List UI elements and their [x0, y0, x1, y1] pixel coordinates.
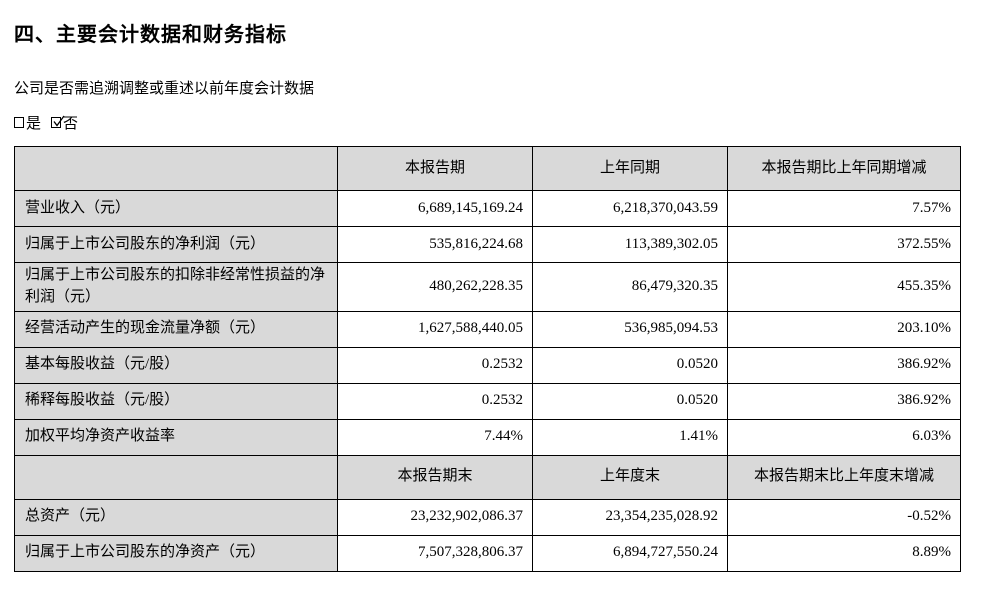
row-label: 基本每股收益（元/股）	[14, 346, 338, 384]
table-row-diluted-eps: 稀释每股收益（元/股） 0.2532 0.0520 386.92%	[14, 382, 961, 420]
change-value: 8.89%	[727, 534, 961, 572]
change-value: 372.55%	[727, 226, 961, 263]
header-period-change: 本报告期比上年同期增减	[727, 146, 961, 191]
date-header-row: 本报告期末 上年度末 本报告期末比上年度末增减	[14, 454, 961, 500]
header-year-end-change: 本报告期末比上年度末增减	[727, 454, 961, 500]
prior-value: 6,218,370,043.59	[532, 190, 728, 227]
change-value: -0.52%	[727, 498, 961, 536]
prior-value: 536,985,094.53	[532, 310, 728, 348]
option-no-label: 否	[63, 116, 79, 132]
restatement-answer: 是 否	[14, 112, 968, 133]
change-value: 6.03%	[727, 418, 961, 456]
section-title: 四、主要会计数据和财务指标	[14, 24, 287, 46]
row-label: 加权平均净资产收益率	[14, 418, 338, 456]
row-label: 经营活动产生的现金流量净额（元）	[14, 310, 338, 348]
table-row-total-assets: 总资产（元） 23,232,902,086.37 23,354,235,028.…	[14, 498, 961, 536]
financial-indicators-table: 本报告期 上年同期 本报告期比上年同期增减 营业收入（元） 6,689,145,…	[14, 146, 961, 572]
table-row-revenue: 营业收入（元） 6,689,145,169.24 6,218,370,043.5…	[14, 190, 961, 227]
current-value: 1,627,588,440.05	[337, 310, 533, 348]
prior-value: 0.0520	[532, 346, 728, 384]
change-value: 455.35%	[727, 262, 961, 312]
current-value: 7,507,328,806.37	[337, 534, 533, 572]
option-yes-label: 是	[26, 116, 42, 132]
header-period-end: 本报告期末	[337, 454, 533, 500]
table-row-operating-cash-flow: 经营活动产生的现金流量净额（元） 1,627,588,440.05 536,98…	[14, 310, 961, 348]
checkbox-unchecked-icon	[14, 117, 24, 128]
header-prior-year-end: 上年度末	[532, 454, 728, 500]
current-value: 0.2532	[337, 382, 533, 420]
prior-value: 23,354,235,028.92	[532, 498, 728, 536]
option-yes: 是	[14, 112, 41, 133]
header-blank-cell	[14, 454, 338, 500]
current-value: 480,262,228.35	[337, 262, 533, 312]
header-current-period: 本报告期	[337, 146, 533, 191]
restatement-question: 公司是否需追溯调整或重述以前年度会计数据	[14, 81, 315, 97]
table-row-basic-eps: 基本每股收益（元/股） 0.2532 0.0520 386.92%	[14, 346, 961, 384]
row-label: 营业收入（元）	[14, 190, 338, 227]
change-value: 386.92%	[727, 346, 961, 384]
prior-value: 0.0520	[532, 382, 728, 420]
table-row-weighted-roe: 加权平均净资产收益率 7.44% 1.41% 6.03%	[14, 418, 961, 456]
current-value: 7.44%	[337, 418, 533, 456]
prior-value: 6,894,727,550.24	[532, 534, 728, 572]
prior-value: 113,389,302.05	[532, 226, 728, 263]
table-row-net-profit: 归属于上市公司股东的净利润（元） 535,816,224.68 113,389,…	[14, 226, 961, 263]
row-label: 稀释每股收益（元/股）	[14, 382, 338, 420]
change-value: 7.57%	[727, 190, 961, 227]
header-blank-cell	[14, 146, 338, 191]
row-label: 归属于上市公司股东的净利润（元）	[14, 226, 338, 263]
row-label: 总资产（元）	[14, 498, 338, 536]
current-value: 535,816,224.68	[337, 226, 533, 263]
current-value: 0.2532	[337, 346, 533, 384]
table-row-net-profit-excl-nonrecurring: 归属于上市公司股东的扣除非经常性损益的净利润（元） 480,262,228.35…	[14, 262, 961, 312]
period-header-row: 本报告期 上年同期 本报告期比上年同期增减	[14, 146, 961, 191]
option-no: 否	[51, 112, 78, 133]
change-value: 203.10%	[727, 310, 961, 348]
table-row-net-assets: 归属于上市公司股东的净资产（元） 7,507,328,806.37 6,894,…	[14, 534, 961, 572]
current-value: 23,232,902,086.37	[337, 498, 533, 536]
row-label: 归属于上市公司股东的扣除非经常性损益的净利润（元）	[14, 262, 338, 312]
row-label: 归属于上市公司股东的净资产（元）	[14, 534, 338, 572]
checkbox-checked-icon	[51, 115, 65, 128]
header-prior-period: 上年同期	[532, 146, 728, 191]
change-value: 386.92%	[727, 382, 961, 420]
prior-value: 1.41%	[532, 418, 728, 456]
prior-value: 86,479,320.35	[532, 262, 728, 312]
current-value: 6,689,145,169.24	[337, 190, 533, 227]
